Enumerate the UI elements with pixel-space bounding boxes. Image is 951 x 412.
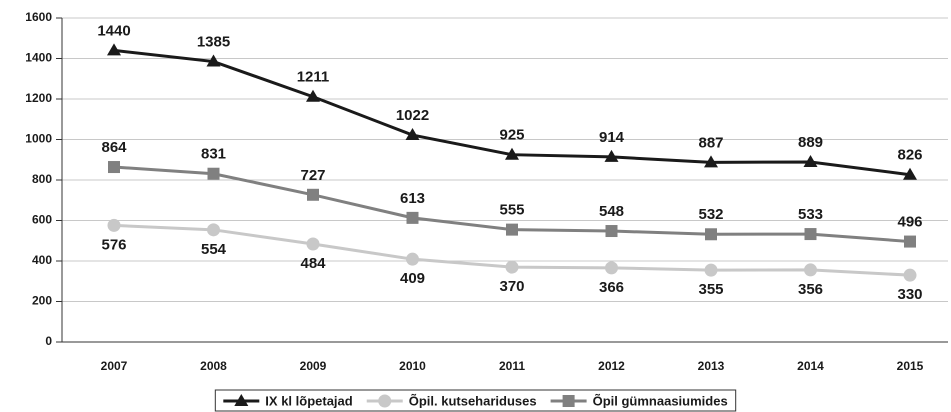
marker [803,154,818,167]
data-label: 554 [201,241,227,258]
data-label: 826 [897,147,922,164]
marker [605,261,618,275]
marker [605,225,618,238]
y-tick-label: 0 [45,334,52,348]
marker [804,263,817,277]
data-label: 887 [698,134,723,151]
data-label: 496 [897,214,922,231]
marker [378,394,392,408]
marker [904,235,916,248]
y-tick-label: 200 [32,294,52,308]
data-label: 548 [599,203,624,220]
marker [108,161,120,174]
data-label: 355 [698,281,723,298]
x-tick-label: 2013 [698,359,725,373]
y-tick-label: 1600 [25,10,52,24]
marker [704,155,718,168]
data-label: 925 [499,127,524,144]
x-tick-label: 2009 [300,359,327,373]
y-tick-label: 1400 [25,51,52,65]
data-label: 576 [101,236,126,253]
data-label: 555 [499,202,524,219]
x-tick-label: 2012 [598,359,625,373]
data-label: 1440 [97,22,130,39]
data-label: 533 [798,206,823,223]
marker [107,218,121,232]
data-label: 356 [798,281,823,298]
data-label: 831 [201,146,226,163]
data-label: 409 [400,270,425,287]
x-tick-label: 2015 [897,359,924,373]
marker [406,252,419,266]
x-tick-label: 2007 [101,359,128,373]
marker [804,228,817,241]
marker [903,268,917,282]
marker [206,54,221,67]
data-label: 613 [400,190,425,207]
marker [306,89,320,102]
marker [307,188,319,201]
marker [704,263,718,277]
legend-label: Õpil gümnaasiumides [593,393,728,408]
data-label: 330 [897,286,922,303]
data-label: 1385 [197,34,230,51]
data-label: 1211 [297,69,330,86]
x-tick-label: 2008 [200,359,227,373]
marker [406,211,419,224]
marker [107,43,121,56]
marker [505,147,519,160]
marker [505,260,519,274]
legend-label: Õpil. kutsehariduses [409,393,537,408]
data-label: 366 [599,279,624,296]
x-tick-label: 2011 [499,359,525,373]
data-label: 370 [499,278,524,295]
data-label: 914 [599,129,625,146]
x-tick-label: 2010 [399,359,426,373]
marker [234,394,249,406]
legend: IX kl lõpetajad Õpil. kutsehariduses Õpil … [214,389,737,412]
legend-label: IX kl lõpetajad [265,393,352,408]
marker [207,223,220,237]
y-tick-label: 400 [32,253,52,267]
y-tick-label: 800 [32,172,52,186]
marker [562,395,575,407]
marker [506,223,518,236]
y-tick-label: 1000 [25,132,52,146]
data-label: 864 [101,139,127,156]
marker [705,228,717,241]
marker [903,167,917,180]
marker [306,237,320,251]
marker [405,128,420,141]
marker [207,167,220,180]
marker [604,149,619,162]
data-label: 1022 [396,107,429,124]
y-tick-label: 1200 [25,91,52,105]
data-label: 889 [798,134,823,151]
legend-box [214,389,737,412]
y-tick-label: 600 [32,213,52,227]
data-label: 532 [698,206,723,223]
x-tick-label: 2014 [797,359,824,373]
data-label: 727 [300,167,325,184]
data-label: 484 [300,255,326,272]
